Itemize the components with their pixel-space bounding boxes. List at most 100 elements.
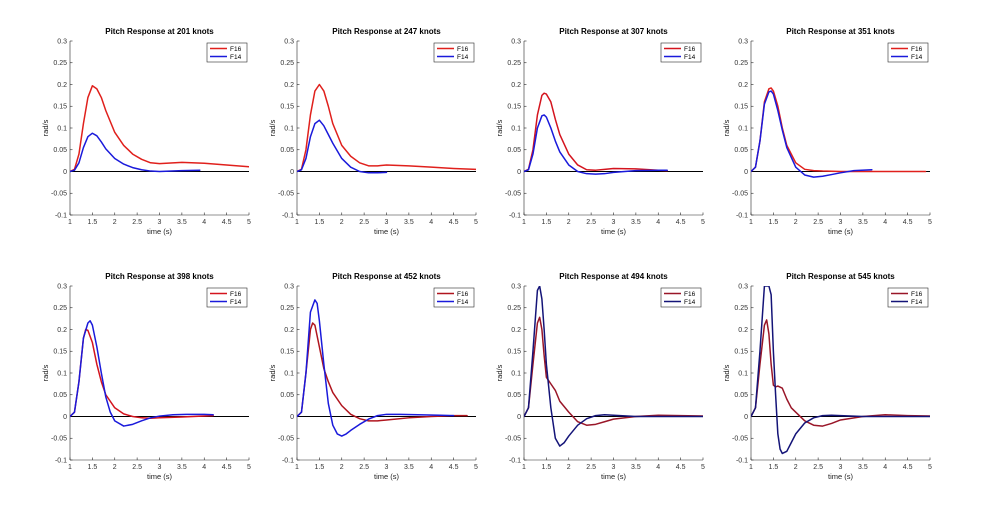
y-tick-label: 0: [63, 169, 67, 176]
y-tick-label: 0.2: [284, 82, 294, 89]
y-axis-label: rad/s: [722, 119, 731, 136]
x-tick-label: 3: [158, 219, 162, 226]
y-tick-label: 0.05: [507, 147, 521, 154]
legend-entry: F16: [684, 46, 696, 53]
y-tick-label: 0.3: [57, 38, 67, 45]
x-tick-label: 2: [567, 219, 571, 226]
y-tick-label: 0.1: [57, 370, 67, 377]
y-tick-label: 0.25: [53, 305, 67, 312]
x-tick-label: 4.5: [222, 219, 232, 226]
subplot-2: Pitch Response at 247 knots -0.1 -0.05 0 0.0…: [268, 27, 478, 236]
x-tick-label: 4.5: [449, 219, 459, 226]
x-tick-label: 5: [701, 464, 705, 471]
series-line-f14: [751, 90, 873, 178]
x-tick-label: 3: [612, 219, 616, 226]
y-tick-label: 0.15: [280, 349, 294, 356]
x-tick-label: 1.5: [315, 219, 325, 226]
x-tick-label: 5: [247, 464, 251, 471]
x-tick-label: 3.5: [404, 464, 414, 471]
legend-entry: F14: [684, 299, 696, 306]
subplot-1: Pitch Response at 201 knots -0.1 -0.05 0 0.0…: [41, 27, 251, 236]
legend-entry: F16: [230, 291, 242, 298]
y-tick-label: 0.15: [734, 349, 748, 356]
x-tick-label: 1: [749, 219, 753, 226]
y-tick-label: -0.1: [55, 457, 67, 464]
x-tick-label: 4.5: [222, 464, 232, 471]
subplot-8: Pitch Response at 545 knots -0.1 -0.05 0 0.0…: [722, 272, 932, 481]
y-tick-label: -0.05: [278, 436, 294, 443]
x-tick-label: 1: [522, 219, 526, 226]
y-tick-label: 0.1: [284, 125, 294, 132]
y-tick-label: -0.05: [505, 191, 521, 198]
subplot-title: Pitch Response at 398 knots: [105, 272, 214, 281]
y-tick-label: -0.1: [509, 457, 521, 464]
y-tick-label: -0.05: [505, 436, 521, 443]
series-line-f16: [70, 328, 214, 419]
y-tick-label: 0: [744, 169, 748, 176]
x-tick-label: 4.5: [676, 219, 686, 226]
x-axis-label: time (s): [828, 472, 854, 481]
x-tick-label: 1.5: [88, 464, 98, 471]
subplot-title: Pitch Response at 201 knots: [105, 27, 214, 36]
legend-entry: F14: [684, 54, 696, 61]
x-tick-label: 2: [794, 464, 798, 471]
series-line-f14: [70, 132, 201, 173]
subplot-title: Pitch Response at 494 knots: [559, 272, 668, 281]
x-tick-label: 1: [749, 464, 753, 471]
y-tick-label: 0.3: [511, 38, 521, 45]
y-tick-label: -0.1: [736, 457, 748, 464]
y-tick-label: 0.2: [738, 327, 748, 334]
y-tick-label: 0.25: [507, 305, 521, 312]
x-tick-label: 1.5: [769, 219, 779, 226]
y-tick-label: 0: [517, 414, 521, 421]
y-axis-label: rad/s: [41, 364, 50, 381]
series-line-f14: [524, 114, 668, 175]
y-tick-label: -0.1: [736, 212, 748, 219]
y-tick-label: -0.05: [732, 191, 748, 198]
y-tick-label: 0.1: [511, 370, 521, 377]
y-tick-label: 0.25: [507, 60, 521, 67]
subplot-title: Pitch Response at 545 knots: [786, 272, 895, 281]
y-tick-label: 0.15: [507, 104, 521, 111]
y-tick-label: 0.3: [284, 38, 294, 45]
x-tick-label: 2: [113, 219, 117, 226]
x-tick-label: 4: [202, 219, 206, 226]
y-tick-label: 0.25: [734, 60, 748, 67]
subplot-7: Pitch Response at 494 knots -0.1 -0.05 0 0.0…: [495, 272, 705, 481]
y-tick-label: 0.2: [738, 82, 748, 89]
y-tick-label: 0.2: [57, 82, 67, 89]
x-tick-label: 3: [385, 464, 389, 471]
series-line-f14: [751, 286, 930, 455]
y-tick-label: 0.3: [57, 283, 67, 290]
y-tick-label: 0.15: [53, 349, 67, 356]
series-line-f16: [524, 316, 703, 426]
subplot-4: Pitch Response at 351 knots -0.1 -0.05 0 0.0…: [722, 27, 932, 236]
x-tick-label: 2.5: [813, 219, 823, 226]
series-line-f16: [70, 85, 249, 173]
y-tick-label: -0.1: [282, 212, 294, 219]
x-tick-label: 3: [839, 219, 843, 226]
x-tick-label: 3.5: [631, 464, 641, 471]
x-axis-label: time (s): [147, 472, 173, 481]
x-tick-label: 3.5: [177, 464, 187, 471]
legend-entry: F14: [457, 299, 469, 306]
series-line-f16: [524, 92, 668, 173]
series-line-f14: [70, 320, 214, 427]
x-tick-label: 4: [883, 219, 887, 226]
y-tick-label: 0.1: [284, 370, 294, 377]
y-tick-label: 0.05: [734, 392, 748, 399]
y-tick-label: 0.3: [738, 283, 748, 290]
x-tick-label: 2.5: [586, 219, 596, 226]
x-tick-label: 4: [202, 464, 206, 471]
x-tick-label: 5: [701, 219, 705, 226]
x-tick-label: 3: [385, 219, 389, 226]
y-tick-label: 0.05: [280, 392, 294, 399]
legend-entry: F16: [911, 291, 923, 298]
y-tick-label: 0.1: [738, 370, 748, 377]
